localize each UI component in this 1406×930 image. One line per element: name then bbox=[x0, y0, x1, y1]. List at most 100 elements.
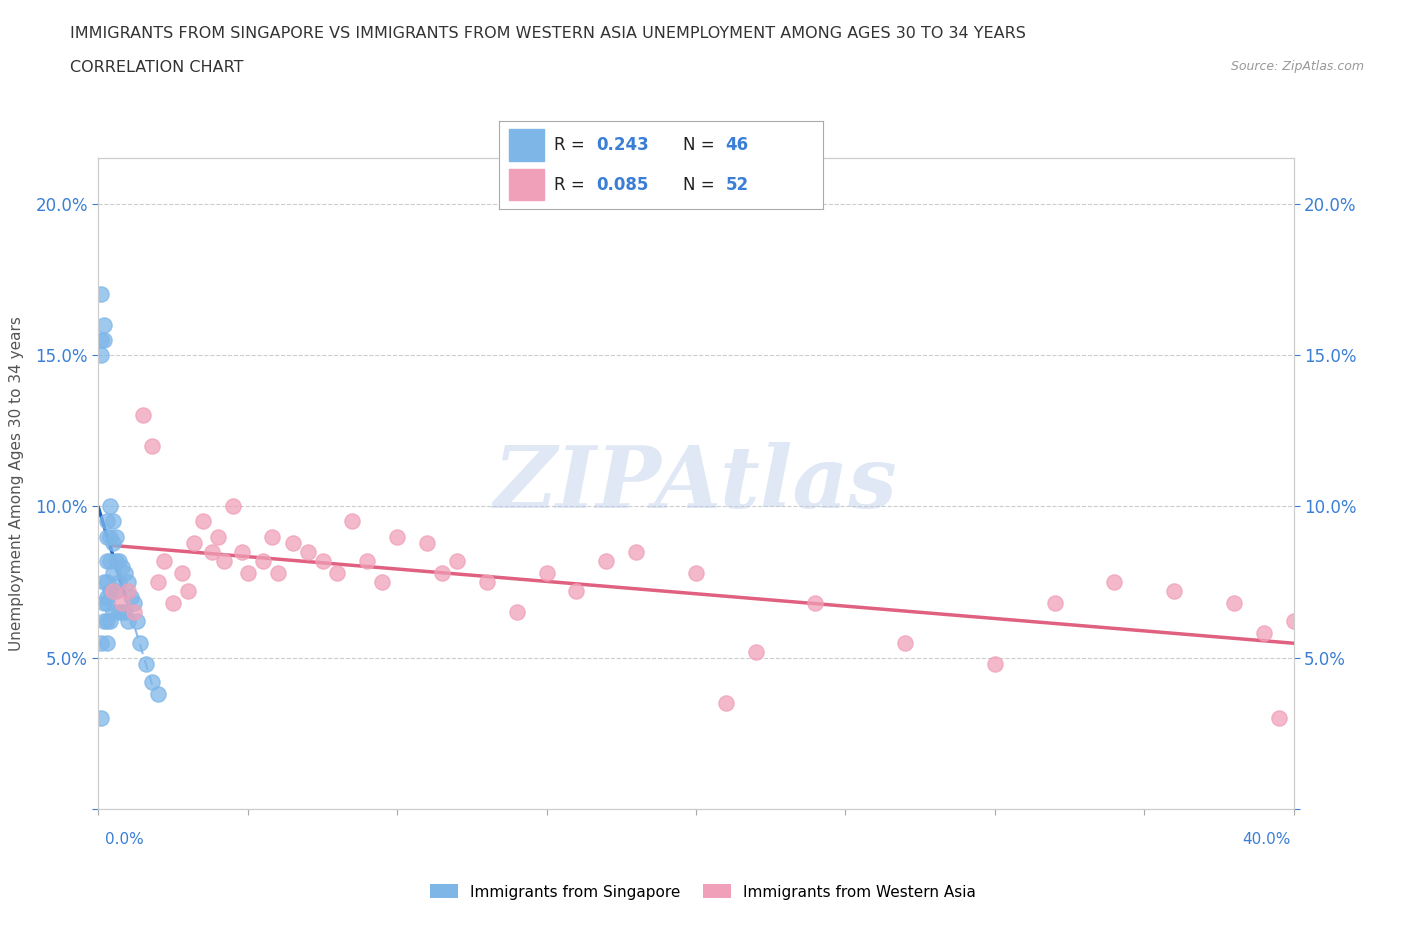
Point bbox=[207, 529, 229, 544]
Point bbox=[141, 674, 163, 689]
Point bbox=[281, 535, 304, 550]
Point bbox=[124, 596, 146, 611]
Point bbox=[108, 604, 131, 619]
Point bbox=[162, 596, 184, 611]
Point bbox=[100, 584, 122, 599]
Point bbox=[297, 544, 319, 559]
Point bbox=[111, 604, 134, 619]
Point bbox=[252, 553, 274, 568]
Point bbox=[430, 565, 453, 580]
Point bbox=[1163, 584, 1185, 599]
Point bbox=[96, 635, 118, 650]
Point bbox=[153, 553, 176, 568]
Point bbox=[236, 565, 259, 580]
Text: CORRELATION CHART: CORRELATION CHART bbox=[70, 60, 243, 75]
Point bbox=[100, 529, 122, 544]
Bar bbox=[509, 129, 544, 161]
Point bbox=[103, 514, 125, 529]
Point bbox=[124, 604, 146, 619]
Point bbox=[148, 575, 170, 590]
Point bbox=[1267, 711, 1289, 725]
Text: 52: 52 bbox=[725, 176, 748, 193]
Point bbox=[90, 332, 112, 347]
Point bbox=[103, 535, 125, 550]
Point bbox=[626, 544, 648, 559]
Text: 46: 46 bbox=[725, 136, 748, 153]
Point bbox=[103, 604, 125, 619]
Point bbox=[132, 408, 155, 423]
Text: R =: R = bbox=[554, 136, 591, 153]
Point bbox=[446, 553, 468, 568]
Text: ZIPAtlas: ZIPAtlas bbox=[494, 442, 898, 525]
Point bbox=[183, 535, 205, 550]
Point bbox=[127, 614, 149, 629]
Point bbox=[90, 348, 112, 363]
Point bbox=[714, 696, 737, 711]
Point bbox=[105, 584, 128, 599]
Point bbox=[1253, 626, 1275, 641]
Point bbox=[96, 514, 118, 529]
Point bbox=[231, 544, 253, 559]
Point bbox=[93, 596, 115, 611]
Point bbox=[100, 498, 122, 513]
Point bbox=[1043, 596, 1066, 611]
Point bbox=[177, 584, 200, 599]
Text: 40.0%: 40.0% bbox=[1243, 832, 1291, 847]
Y-axis label: Unemployment Among Ages 30 to 34 years: Unemployment Among Ages 30 to 34 years bbox=[10, 316, 24, 651]
Point bbox=[96, 596, 118, 611]
Point bbox=[984, 657, 1007, 671]
Point bbox=[114, 604, 136, 619]
Point bbox=[93, 332, 115, 347]
Point bbox=[103, 565, 125, 580]
Point bbox=[371, 575, 394, 590]
Point bbox=[103, 584, 125, 599]
Point bbox=[100, 614, 122, 629]
Point bbox=[117, 614, 139, 629]
Bar bbox=[509, 168, 544, 201]
Point bbox=[96, 590, 118, 604]
Point bbox=[267, 565, 290, 580]
Point bbox=[117, 584, 139, 599]
Point bbox=[105, 529, 128, 544]
Point bbox=[129, 635, 152, 650]
Point bbox=[90, 635, 112, 650]
Point bbox=[191, 514, 214, 529]
Point bbox=[894, 635, 917, 650]
Point bbox=[90, 287, 112, 302]
Point bbox=[685, 565, 707, 580]
Point bbox=[356, 553, 378, 568]
Point bbox=[506, 604, 529, 619]
Point bbox=[108, 553, 131, 568]
Point bbox=[111, 560, 134, 575]
Point bbox=[212, 553, 235, 568]
Text: 0.085: 0.085 bbox=[596, 176, 648, 193]
Point bbox=[96, 553, 118, 568]
Point bbox=[108, 575, 131, 590]
Point bbox=[96, 614, 118, 629]
Point bbox=[1104, 575, 1126, 590]
Legend: Immigrants from Singapore, Immigrants from Western Asia: Immigrants from Singapore, Immigrants fr… bbox=[425, 878, 981, 906]
Text: 0.243: 0.243 bbox=[596, 136, 650, 153]
Point bbox=[745, 644, 768, 659]
Point bbox=[342, 514, 364, 529]
Point bbox=[595, 553, 617, 568]
Text: R =: R = bbox=[554, 176, 591, 193]
Point bbox=[311, 553, 333, 568]
Text: IMMIGRANTS FROM SINGAPORE VS IMMIGRANTS FROM WESTERN ASIA UNEMPLOYMENT AMONG AGE: IMMIGRANTS FROM SINGAPORE VS IMMIGRANTS … bbox=[70, 26, 1026, 41]
Text: N =: N = bbox=[683, 136, 720, 153]
Point bbox=[1223, 596, 1246, 611]
Point bbox=[114, 565, 136, 580]
Point bbox=[260, 529, 283, 544]
Point bbox=[536, 565, 558, 580]
Point bbox=[96, 529, 118, 544]
Point bbox=[105, 553, 128, 568]
Point bbox=[111, 596, 134, 611]
Point bbox=[93, 575, 115, 590]
Point bbox=[326, 565, 349, 580]
Point bbox=[141, 438, 163, 453]
Point bbox=[135, 657, 157, 671]
Point bbox=[120, 590, 142, 604]
Point bbox=[565, 584, 588, 599]
Point bbox=[201, 544, 224, 559]
Point bbox=[117, 575, 139, 590]
